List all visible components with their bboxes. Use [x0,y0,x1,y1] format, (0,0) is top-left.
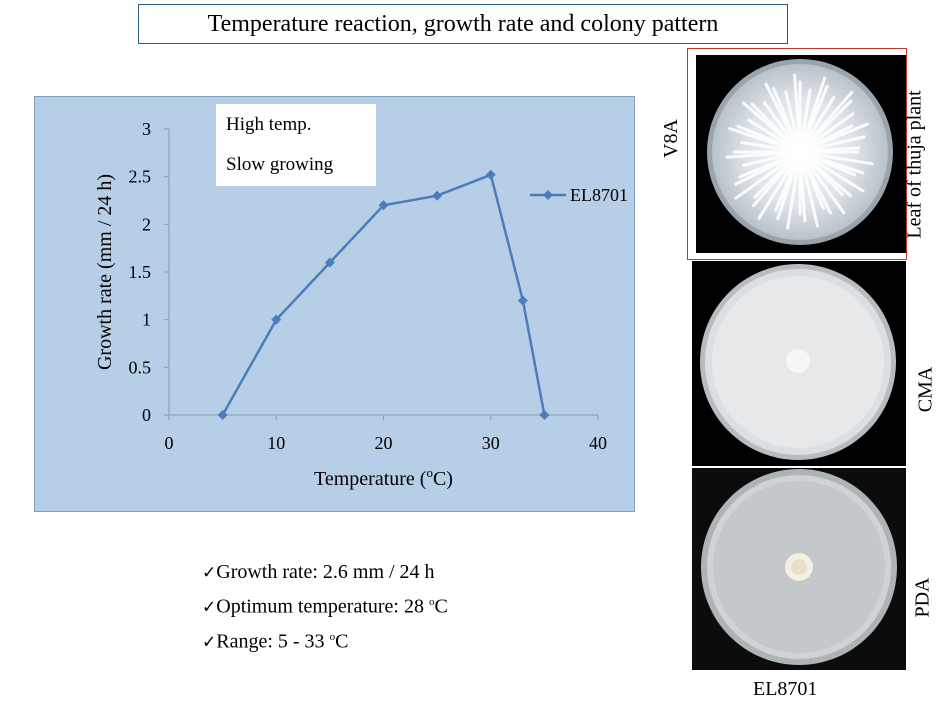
v8a-dish-photo [696,55,906,253]
mycelium-ray [747,118,792,148]
x-tick-label: 30 [482,433,500,453]
y-tick-label: 1.5 [129,262,152,282]
summary-item-range: ✓Range: 5 - 33 oC [202,630,349,653]
x-tick-label: 20 [375,433,393,453]
mycelium-ray [806,99,853,146]
legend-label: EL8701 [570,185,628,205]
mycelium-ray [800,88,812,142]
mycelium-ray [810,152,874,166]
page-title-text: Temperature reaction, growth rate and co… [207,10,719,37]
data-point [378,200,389,211]
note-box: High temp. Slow growing [216,104,376,186]
mycelium-ray [772,86,797,143]
mycelium-ray [802,76,827,143]
check-icon: ✓ [202,563,217,583]
mycelium-ray [784,90,799,142]
mycelium-ray [809,122,869,149]
data-point [271,314,282,325]
pda-dish-image [692,468,906,670]
mycelium-ray [753,158,794,199]
summary-item-optimum-temperature: ✓Optimum temperature: 28 oC [202,595,448,618]
cma-dish-photo [692,261,906,466]
v8a-photo-border [687,48,907,260]
mycelium-ray [805,160,846,215]
y-axis-label: Growth rate (mm / 24 h) [94,174,116,370]
data-point [432,190,443,201]
mycelium-ray [810,146,861,153]
y-tick-label: 2.5 [129,167,152,187]
mycelium-ray [725,151,790,159]
mycelium-ray [742,153,790,167]
mycelium-ray [803,161,825,210]
mycelium-ray [764,82,797,143]
mycelium-ray [801,162,819,228]
summary-list: ✓Growth rate: 2.6 mm / 24 h ✓Optimum tem… [202,558,448,657]
y-tick-label: 2 [142,214,151,234]
data-point [217,410,228,420]
mycelium-ray [757,160,796,220]
check-icon: ✓ [202,632,217,653]
strain-label: EL8701 [753,678,818,700]
summary-item-growth-rate: ✓Growth rate: 2.6 mm / 24 h [202,561,435,583]
mycelium-ray [810,135,866,151]
mycelium-ray [750,102,794,146]
x-axis-label: Temperature (oC) [314,465,453,490]
data-point [517,295,528,306]
x-tick-label: 10 [267,433,285,453]
mycelium-ray [808,112,855,147]
mycelium-ray [728,127,791,150]
mycelium-ray [786,162,800,230]
legend-marker [543,190,553,200]
mycelium-ray [776,161,798,220]
mycelium-ray [799,162,807,223]
label-pda: PDA [911,577,934,618]
check-icon: ✓ [202,597,217,618]
label-v8a: V8A [659,119,682,158]
y-tick-label: 0.5 [129,357,152,377]
mycelium-ray [736,124,791,149]
mycelium-ray [806,90,854,145]
note-high-temp: High temp. [226,114,312,135]
mycelium-ray [803,84,829,143]
y-tick-label: 3 [142,119,151,139]
cma-dish-image [700,264,896,460]
mycelium-ray [804,96,836,144]
data-point [539,410,550,420]
series-line [221,173,546,416]
y-tick-label: 0 [142,405,151,425]
chart-panel: 0 0.5 1 1.5 2 2.5 3 0 10 20 30 40 Temperature (oC) Gr… [34,96,635,512]
mycelium-ray [808,156,865,193]
note-slow-growing: Slow growing [226,154,334,175]
data-point [324,257,335,268]
pda-dish-photo [692,468,906,670]
x-tick-label: 40 [589,433,607,453]
mycelium-ray [741,101,793,146]
mycelium-ray [806,158,844,196]
mycelium-ray [803,161,832,215]
mycelium-ray [738,155,791,179]
mycelium-ray [734,155,791,186]
page-title: Temperature reaction, growth rate and co… [138,4,788,44]
label-cma: CMA [914,366,937,413]
mycelium-ray [762,101,795,144]
mycelium-ray [809,155,857,177]
y-tick-label: 1 [142,310,151,330]
mycelium-ray [774,161,797,212]
v8a-dish-image [707,59,893,245]
label-substrate: Leaf of thuja plant [903,90,926,239]
data-point [485,169,496,180]
mycelium-ray [793,73,801,142]
mycelium-ray [751,159,794,208]
mycelium-ray [734,157,792,200]
mycelium-ray [740,141,790,152]
x-tick-label: 0 [165,433,174,453]
